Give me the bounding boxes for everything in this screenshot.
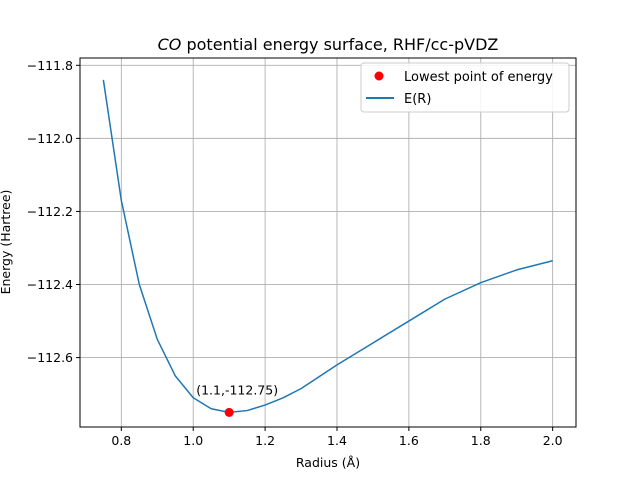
legend: Lowest point of energy E(R) bbox=[360, 62, 570, 113]
legend-label-minimum: Lowest point of energy bbox=[404, 70, 553, 85]
legend-marker-minimum bbox=[374, 71, 384, 81]
y-tick-label: −111.8 bbox=[27, 58, 73, 73]
series-line-energy bbox=[102, 79, 553, 414]
y-tick-label: −112.0 bbox=[27, 131, 73, 146]
chart-title-molecule: CO bbox=[158, 35, 182, 54]
x-tick-label: 2.0 bbox=[543, 433, 563, 448]
grid-lines bbox=[80, 58, 576, 427]
series-layer: (1.1,-112.75) bbox=[102, 79, 553, 417]
x-axis-ticks: 0.8 1.0 1.2 1.4 1.6 1.8 2.0 bbox=[111, 427, 563, 448]
x-axis-label: Radius (Å) bbox=[296, 455, 360, 470]
x-tick-label: 1.6 bbox=[399, 433, 419, 448]
plot-frame bbox=[79, 57, 577, 428]
legend-box bbox=[360, 62, 570, 113]
chart-title-rest: potential energy surface, RHF/cc-pVDZ bbox=[181, 35, 498, 54]
x-tick-label: 1.4 bbox=[327, 433, 347, 448]
legend-label-series: E(R) bbox=[404, 92, 431, 107]
y-axis-ticks: −111.8 −112.0 −112.2 −112.4 −112.6 bbox=[27, 58, 80, 365]
y-tick-label: −112.4 bbox=[27, 277, 73, 292]
minimum-point-marker bbox=[224, 407, 234, 417]
x-tick-label: 0.8 bbox=[111, 433, 131, 448]
x-tick-label: 1.8 bbox=[471, 433, 491, 448]
minimum-point-label: (1.1,-112.75) bbox=[196, 382, 278, 397]
y-tick-label: −112.2 bbox=[27, 204, 73, 219]
chart-title: CO potential energy surface, RHF/cc-pVDZ bbox=[158, 35, 499, 54]
x-tick-label: 1.0 bbox=[183, 433, 203, 448]
x-tick-label: 1.2 bbox=[255, 433, 275, 448]
y-axis-label: Energy (Hartree) bbox=[0, 190, 13, 295]
y-tick-label: −112.6 bbox=[27, 350, 73, 365]
